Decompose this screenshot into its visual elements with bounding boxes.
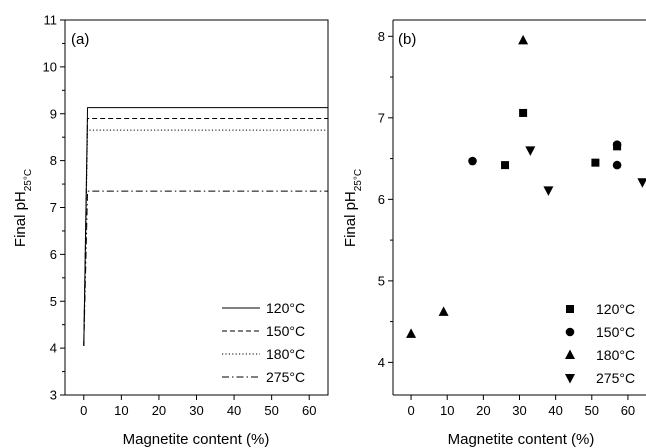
panel-b-data-point [501,161,510,170]
panel-b-y-axis-title-sub: 25°C [353,169,364,191]
panel-b-y-tick-label: 5 [378,273,385,288]
panel-b-data-point [468,156,477,166]
panel-a-series-line [83,129,328,346]
panel-b-legend-label: 180°C [596,347,635,363]
panel-b-data-point [519,108,528,117]
panel-b-data-point [438,306,449,316]
panel-a-legend-label: 180°C [266,346,305,362]
panel-b-label: (b) [398,31,416,48]
panel-a-y-tick-label: 4 [50,341,57,356]
panel-b-x-axis-title: Magnetite content (%) [448,431,595,448]
panel-b-y-tick-label: 6 [378,192,385,207]
panel-a-x-tick-label: 60 [302,403,316,418]
panel-a-y-tick-label: 3 [50,388,57,403]
panel-b-y-tick-label: 4 [378,355,385,370]
panel-b-x-tick-label: 50 [585,403,599,418]
panel-a-y-tick-label: 7 [50,200,57,215]
panel-a: (a) 0 10 20 30 40 50 60 3 4 5 6 7 8 9 10 11 Magnetite … [12,13,329,448]
panel-a-series-line [83,190,328,346]
panel-a-x-tick-label: 30 [189,403,203,418]
panel-b-data-point [637,178,646,188]
panel-b-x-tick-label: 10 [440,403,454,418]
panel-a-legend-label: 275°C [266,369,305,385]
panel-a-y-ticks: 3 4 5 6 7 8 9 10 11 [43,13,65,403]
panel-a-y-tick-label: 11 [44,13,58,28]
panel-a-y-tick-label: 6 [50,247,57,262]
panel-b-data-point [543,186,554,196]
panel-b-x-tick-label: 60 [621,403,635,418]
panel-b-series [406,34,646,338]
panel-b-y-axis-title: Final pH25°C [342,169,364,247]
panel-a-y-axis-title-sub: 25°C [23,169,34,191]
panel-b-legend-marker [566,305,574,313]
panel-a-legend-label: 120°C [266,300,305,316]
panel-a-y-tick-label: 8 [50,153,57,168]
panel-a-x-tick-label: 50 [264,403,278,418]
panel-b-data-point [518,34,529,45]
panel-b-legend-marker [565,327,575,337]
panel-a-x-axis-title: Magnetite content (%) [123,431,270,448]
panel-a-y-axis-title: Final pH25°C [12,169,34,247]
panel-b-y-axis-title-main: Final pH [342,191,359,247]
panel-b-x-tick-label: 40 [548,403,562,418]
panel-b-legend-label: 150°C [596,324,635,340]
panel-b-legend-label: 275°C [596,370,635,386]
panel-b-y-tick-label: 7 [378,110,385,125]
panel-b-legend-label: 120°C [596,301,635,317]
panel-b-data-point [525,146,536,156]
panel-a-y-axis-title-main: Final pH [12,191,29,247]
panel-b-legend: 120°C 150°C 180°C 275°C [565,301,635,386]
panel-a-legend: 120°C 150°C 180°C 275°C [222,300,305,385]
panel-b-data-point [612,160,622,170]
panel-a-x-tick-label: 20 [152,403,166,418]
panel-b-data-point [612,140,622,150]
panel-b-data-point [591,158,600,167]
panel-b-x-ticks: 0 10 20 30 40 50 60 [407,395,635,418]
panel-a-y-tick-label: 9 [50,106,57,121]
panel-b-x-tick-label: 30 [512,403,526,418]
panel-b: (b) 0 10 20 30 40 50 60 4 5 6 7 8 Magnetite conten… [342,19,646,448]
panel-b-data-point [406,328,417,338]
panel-b-legend-marker [565,374,575,384]
panel-b-legend-marker [565,349,575,359]
panel-a-y-tick-label: 10 [43,59,57,74]
panel-b-x-tick-label: 0 [407,403,414,418]
panel-a-legend-label: 150°C [266,323,305,339]
panel-a-series [83,107,328,346]
panel-b-y-tick-label: 8 [378,29,385,44]
panel-b-x-tick-label: 20 [476,403,490,418]
panel-a-y-tick-label: 5 [50,294,57,309]
panel-a-x-tick-label: 40 [227,403,241,418]
panel-b-y-ticks: 4 5 6 7 8 [378,29,393,370]
panel-a-x-tick-label: 0 [80,403,87,418]
panel-a-x-tick-label: 10 [114,403,128,418]
panel-a-x-ticks: 0 10 20 30 40 50 60 [80,395,316,418]
panel-a-label: (a) [71,31,89,48]
